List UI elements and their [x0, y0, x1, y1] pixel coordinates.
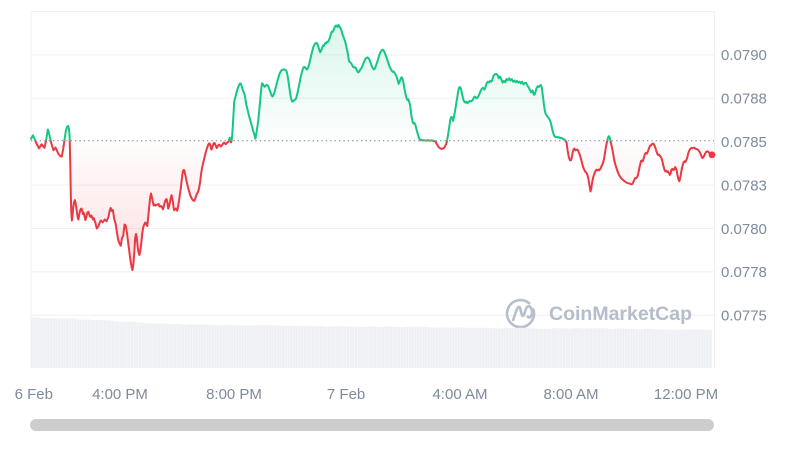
svg-text:12:00 PM: 12:00 PM — [654, 386, 718, 403]
svg-text:CoinMarketCap: CoinMarketCap — [549, 303, 692, 325]
svg-text:0.0775: 0.0775 — [721, 308, 767, 325]
svg-text:0.0790: 0.0790 — [721, 47, 767, 64]
svg-text:0.0780: 0.0780 — [721, 221, 767, 238]
svg-text:8:00 AM: 8:00 AM — [543, 386, 598, 403]
svg-text:0.0783: 0.0783 — [721, 177, 767, 194]
svg-text:8:00 PM: 8:00 PM — [206, 386, 262, 403]
svg-text:4:00 PM: 4:00 PM — [92, 386, 148, 403]
svg-text:0.0788: 0.0788 — [721, 91, 767, 108]
svg-text:7 Feb: 7 Feb — [327, 386, 365, 403]
svg-text:0.0778: 0.0778 — [721, 264, 767, 281]
svg-text:4:00 AM: 4:00 AM — [432, 386, 487, 403]
svg-text:0.0785: 0.0785 — [721, 134, 767, 151]
svg-text:6 Feb: 6 Feb — [15, 386, 53, 403]
